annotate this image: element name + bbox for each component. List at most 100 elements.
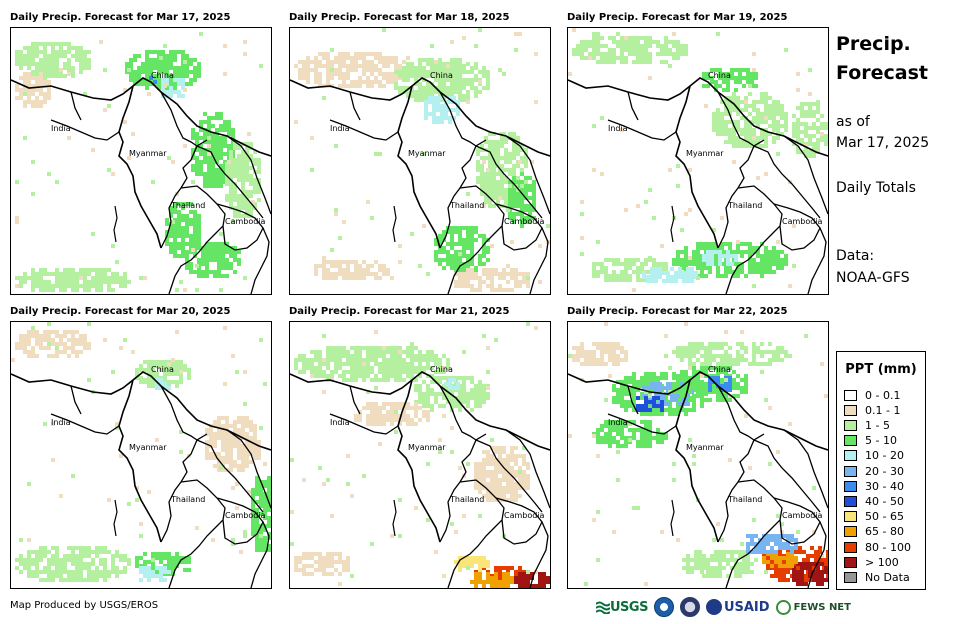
legend-label: No Data	[865, 570, 910, 584]
legend-swatch	[844, 389, 857, 401]
map-label-china: China	[430, 365, 453, 374]
precip-map: China India Myanmar Thailand Cambodia	[290, 322, 550, 588]
panel-title-4: Daily Precip. Forecast for Mar 20, 2025	[10, 306, 231, 317]
map-panel-6: China India Myanmar Thailand Cambodia	[567, 321, 829, 589]
map-label-myanmar: Myanmar	[686, 443, 724, 452]
map-label-china: China	[708, 365, 731, 374]
map-label-thailand: Thailand	[449, 495, 484, 504]
map-label-cambodia: Cambodia	[782, 511, 823, 520]
map-panel-4: China India Myanmar Thailand Cambodia	[10, 321, 272, 589]
legend-item: 40 - 50	[844, 494, 904, 508]
legend-swatch	[844, 465, 857, 477]
precip-field	[568, 322, 828, 586]
usaid-logo-icon: USAID	[705, 599, 770, 615]
usgs-logo-text: USGS	[610, 599, 648, 615]
legend-swatch	[844, 435, 857, 447]
precip-map: China India Myanmar Thailand Cambodia	[11, 322, 271, 588]
partner-logos: USGS USAID FEWS NET	[596, 596, 851, 618]
map-label-thailand: Thailand	[449, 201, 484, 210]
country-borders	[290, 77, 550, 294]
legend-swatch	[844, 480, 857, 492]
legend-swatch	[844, 571, 857, 583]
dos-seal-icon	[679, 597, 700, 617]
forecast-title-line2: Forecast	[836, 62, 928, 84]
panel-title-2: Daily Precip. Forecast for Mar 18, 2025	[289, 12, 510, 23]
map-label-thailand: Thailand	[170, 201, 205, 210]
country-borders	[11, 371, 271, 588]
legend-label: 0 - 0.1	[865, 388, 901, 402]
map-label-china: China	[151, 365, 174, 374]
map-credit: Map Produced by USGS/EROS	[10, 600, 159, 611]
legend-item: 80 - 100	[844, 540, 911, 554]
map-label-cambodia: Cambodia	[225, 511, 266, 520]
map-label-cambodia: Cambodia	[225, 217, 266, 226]
legend-label: 30 - 40	[865, 479, 904, 493]
map-label-myanmar: Myanmar	[408, 443, 446, 452]
legend-label: 65 - 80	[865, 525, 904, 539]
as-of-date: Mar 17, 2025	[836, 135, 930, 151]
map-label-myanmar: Myanmar	[686, 149, 724, 158]
map-label-india: India	[330, 418, 350, 427]
precip-map: China India Myanmar Thailand Cambodia	[11, 32, 271, 294]
map-label-india: India	[51, 418, 71, 427]
legend-item: 1 - 5	[844, 418, 890, 432]
map-panel-1: China India Myanmar Thailand Cambodia	[10, 27, 272, 295]
legend-swatch	[844, 495, 857, 507]
country-borders	[568, 371, 828, 588]
panel-title-5: Daily Precip. Forecast for Mar 21, 2025	[289, 306, 510, 317]
legend-swatch	[844, 556, 857, 568]
legend-swatch	[844, 541, 857, 553]
map-label-cambodia: Cambodia	[504, 217, 545, 226]
legend-swatch	[844, 511, 857, 523]
map-label-cambodia: Cambodia	[504, 511, 545, 520]
legend-label: 50 - 65	[865, 510, 904, 524]
legend-swatch	[844, 419, 857, 431]
legend-item: 5 - 10	[844, 434, 897, 448]
map-label-thailand: Thailand	[727, 495, 762, 504]
forecast-title: Precip. Forecast	[836, 30, 928, 88]
legend-item: 20 - 30	[844, 464, 904, 478]
map-label-thailand: Thailand	[170, 495, 205, 504]
fews-net-logo-text: FEWS NET	[793, 601, 851, 613]
map-label-cambodia: Cambodia	[782, 217, 823, 226]
legend-label: > 100	[865, 555, 899, 569]
legend-label: 10 - 20	[865, 449, 904, 463]
legend-label: 80 - 100	[865, 540, 911, 554]
precip-field	[294, 28, 550, 292]
forecast-title-line1: Precip.	[836, 33, 911, 55]
legend-label: 0.1 - 1	[865, 403, 901, 417]
legend-item: No Data	[844, 570, 910, 584]
precip-map: China India Myanmar Thailand Cambodia	[290, 28, 550, 294]
legend-swatch	[844, 450, 857, 462]
as-of-label: as of	[836, 114, 870, 130]
map-label-thailand: Thailand	[727, 201, 762, 210]
legend-item: 0.1 - 1	[844, 403, 900, 417]
country-borders	[290, 371, 550, 588]
map-panel-5: China India Myanmar Thailand Cambodia	[289, 321, 551, 589]
precip-field	[15, 32, 263, 292]
panel-title-1: Daily Precip. Forecast for Mar 17, 2025	[10, 12, 231, 23]
legend-item: 10 - 20	[844, 449, 904, 463]
daily-totals-label: Daily Totals	[836, 180, 916, 196]
noaa-logo-icon	[653, 597, 674, 617]
usgs-logo-icon: USGS	[596, 600, 648, 615]
map-label-myanmar: Myanmar	[129, 443, 167, 452]
legend-item: > 100	[844, 555, 899, 569]
map-label-india: India	[608, 124, 628, 133]
legend-label: 1 - 5	[865, 418, 890, 432]
legend-item: 0 - 0.1	[844, 388, 900, 402]
map-panel-2: China India Myanmar Thailand Cambodia	[289, 27, 551, 295]
map-label-india: India	[51, 124, 71, 133]
fews-net-logo-icon: FEWS NET	[775, 599, 851, 615]
data-label: Data:	[836, 248, 875, 264]
panel-title-6: Daily Precip. Forecast for Mar 22, 2025	[567, 306, 788, 317]
precip-map: China India Myanmar Thailand Cambodia	[568, 28, 828, 294]
legend-label: 40 - 50	[865, 494, 904, 508]
country-borders	[568, 77, 828, 294]
precip-field	[568, 28, 828, 292]
map-label-china: China	[151, 71, 174, 80]
usaid-logo-text: USAID	[723, 599, 770, 615]
legend-item: 30 - 40	[844, 479, 904, 493]
precip-field	[290, 322, 550, 588]
